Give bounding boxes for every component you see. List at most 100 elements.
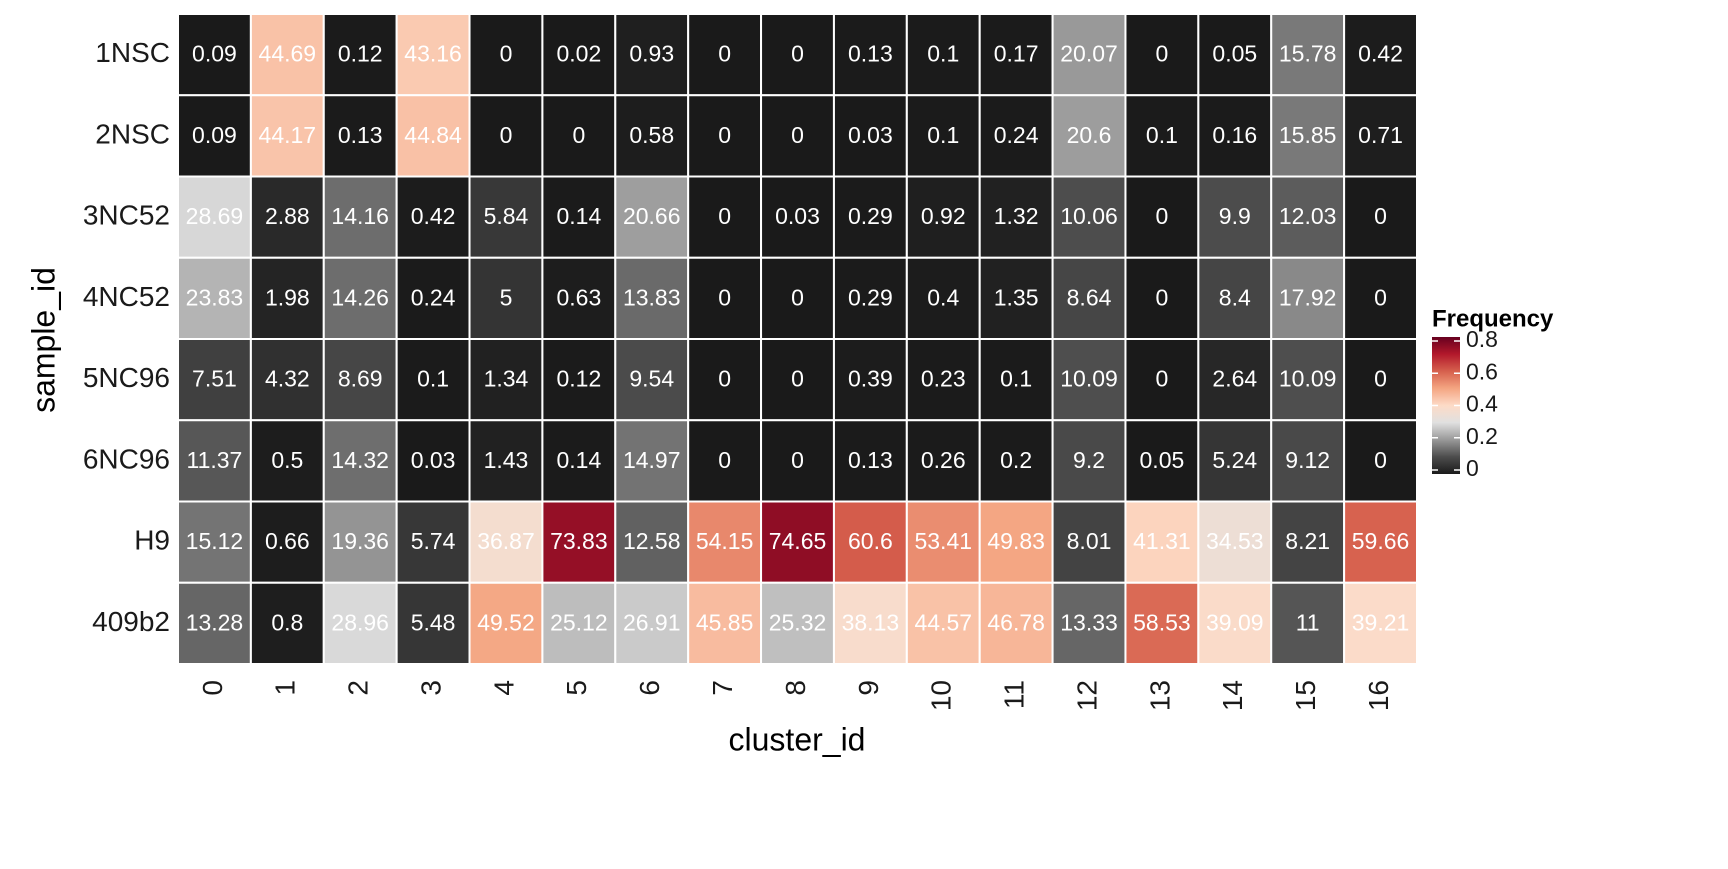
heatmap-cell xyxy=(978,256,1054,340)
heatmap-cell xyxy=(760,581,835,665)
cell-label: 0 xyxy=(718,366,731,392)
cell-label: 0.09 xyxy=(192,41,237,67)
cell-label: 8.4 xyxy=(1219,284,1251,310)
cell-label: 0 xyxy=(791,41,804,67)
heatmap-cell xyxy=(978,94,1054,178)
cell-label: 9.12 xyxy=(1285,447,1330,473)
cell-label: 14.16 xyxy=(331,203,389,229)
heatmap-cell xyxy=(687,419,763,503)
cell-label: 14.32 xyxy=(331,447,389,473)
heatmap-cell xyxy=(687,338,763,422)
heatmap-cell xyxy=(1051,13,1127,97)
cell-label: 0.24 xyxy=(994,122,1039,148)
cell-label: 74.65 xyxy=(769,528,827,554)
cell-label: 11 xyxy=(1296,609,1320,635)
heatmap-cell xyxy=(760,500,835,584)
heatmap-cell xyxy=(1197,13,1273,97)
heatmap-cell xyxy=(1343,338,1419,422)
heatmap-cell xyxy=(1051,256,1127,340)
cell-label: 0.13 xyxy=(848,41,893,67)
cell-label: 10.09 xyxy=(1279,366,1337,392)
cell-label: 2.64 xyxy=(1212,366,1257,392)
cell-label: 0.26 xyxy=(921,447,966,473)
cell-label: 11.37 xyxy=(187,447,243,473)
cell-label: 12.58 xyxy=(623,528,681,554)
cell-label: 0.16 xyxy=(1212,122,1257,148)
x-tick-label: 0 xyxy=(197,680,228,696)
cell-label: 0.42 xyxy=(411,203,456,229)
cell-label: 23.83 xyxy=(186,284,244,310)
heatmap-cell xyxy=(395,94,471,178)
x-tick-label: 15 xyxy=(1290,680,1321,711)
cell-label: 44.17 xyxy=(259,122,317,148)
heatmap-cell xyxy=(614,581,690,665)
heatmap-cell xyxy=(1343,256,1419,340)
cell-label: 0.8 xyxy=(271,609,303,635)
cell-label: 58.53 xyxy=(1133,609,1191,635)
cell-label: 1.43 xyxy=(484,447,529,473)
cell-label: 0 xyxy=(791,366,804,392)
x-tick-label: 13 xyxy=(1144,680,1175,711)
cell-label: 49.52 xyxy=(477,609,535,635)
cell-label: 0 xyxy=(1374,366,1387,392)
cell-label: 0.24 xyxy=(411,284,456,310)
heatmap-cell xyxy=(177,581,252,665)
cell-label: 0 xyxy=(500,122,513,148)
heatmap-cell xyxy=(1343,175,1419,259)
heatmap-cell xyxy=(1197,419,1273,503)
heatmap-cell xyxy=(468,94,544,178)
y-tick-label: 6NC96 xyxy=(83,443,170,474)
cell-label: 5 xyxy=(500,284,513,310)
heatmap-cell xyxy=(1124,13,1200,97)
y-tick-label: 1NSC xyxy=(95,37,170,68)
cell-label: 39.21 xyxy=(1352,609,1410,635)
cell-label: 0.63 xyxy=(556,284,601,310)
x-tick-label: 12 xyxy=(1071,680,1102,711)
heatmap-cell xyxy=(395,581,471,665)
heatmap-cell xyxy=(687,256,763,340)
cell-label: 17.92 xyxy=(1279,284,1337,310)
cell-label: 0.1 xyxy=(927,41,959,67)
heatmap-cell xyxy=(1051,500,1127,584)
cell-label: 8.21 xyxy=(1285,528,1330,554)
heatmap-cell xyxy=(177,13,252,97)
cell-label: 0.1 xyxy=(1000,366,1032,392)
x-tick-label: 9 xyxy=(853,680,884,696)
heatmap-cell xyxy=(177,500,252,584)
cell-label: 0.17 xyxy=(994,41,1039,67)
cell-label: 1.34 xyxy=(484,366,529,392)
cell-label: 5.84 xyxy=(484,203,529,229)
heatmap-cell xyxy=(832,338,908,422)
y-axis-title: sample_id xyxy=(25,267,61,413)
y-tick-label: 3NC52 xyxy=(83,200,170,231)
cell-label: 15.12 xyxy=(186,528,244,554)
cell-label: 0.4 xyxy=(927,284,959,310)
cell-label: 14.97 xyxy=(623,447,681,473)
x-tick-label: 16 xyxy=(1363,680,1394,711)
heatmap-cell xyxy=(249,581,325,665)
heatmap-cell xyxy=(1051,419,1127,503)
cell-label: 10.09 xyxy=(1060,366,1118,392)
cell-label: 0.2 xyxy=(1000,447,1032,473)
cell-label: 5.74 xyxy=(411,528,456,554)
cell-label: 0.05 xyxy=(1140,447,1185,473)
x-axis-title: cluster_id xyxy=(729,721,866,757)
heatmap-cell xyxy=(1270,581,1346,665)
colorbar-tick-label: 0.6 xyxy=(1466,358,1498,384)
y-tick-label: 2NSC xyxy=(95,118,170,149)
cell-label: 38.13 xyxy=(842,609,900,635)
cell-label: 20.6 xyxy=(1067,122,1112,148)
cell-label: 12.03 xyxy=(1279,203,1337,229)
heatmap-cell xyxy=(1343,500,1419,584)
cell-label: 26.91 xyxy=(623,609,681,635)
x-tick-label: 8 xyxy=(780,680,811,696)
cell-label: 28.96 xyxy=(331,609,389,635)
cell-label: 0 xyxy=(718,284,731,310)
cell-label: 0.29 xyxy=(848,203,893,229)
cell-label: 0.42 xyxy=(1358,41,1403,67)
heatmap-cell xyxy=(1197,581,1273,665)
cell-label: 0.03 xyxy=(411,447,456,473)
cell-label: 0.92 xyxy=(921,203,966,229)
heatmap-cell xyxy=(1124,419,1200,503)
cell-label: 9.54 xyxy=(629,366,674,392)
